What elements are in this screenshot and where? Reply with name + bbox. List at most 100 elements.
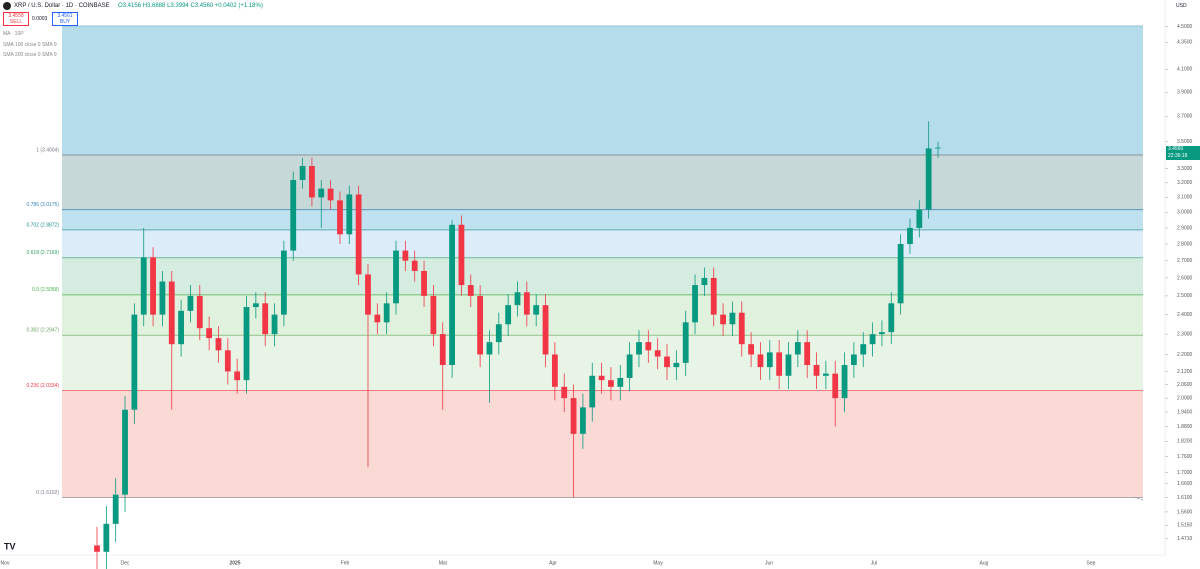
candle-body [271, 314, 278, 335]
y-tick-label: 1.9400 [1177, 409, 1193, 415]
candle-body [383, 303, 390, 323]
y-tick-label: 1.6600 [1177, 481, 1193, 487]
candle-body [355, 194, 362, 275]
candle-body [589, 375, 596, 408]
fib-zone [62, 257, 1143, 295]
time-label: Aug [980, 560, 989, 566]
y-tick-label: 3.1000 [1177, 195, 1193, 201]
candle-body [757, 354, 764, 368]
y-tick-label: 1.5150 [1177, 523, 1193, 529]
fib-zone [62, 294, 1143, 336]
sell-button[interactable]: 3.4558 SELL [3, 12, 29, 26]
candle-body [710, 277, 717, 315]
fib-label: 0.786 (3.0175) [26, 202, 59, 208]
y-tick-label: 3.7000 [1177, 114, 1193, 120]
candle-body [514, 292, 521, 306]
y-tick-label: 4.5000 [1177, 24, 1193, 30]
sell-price: 3.4558 [8, 13, 24, 19]
time-label: Dec [121, 560, 130, 566]
candle-body [365, 274, 371, 315]
indicator[interactable]: SMA 100 close 0 SMA 9 [3, 42, 57, 48]
candle-body [467, 285, 474, 296]
indicator[interactable]: MA · 10P [3, 31, 24, 37]
candle-body [664, 356, 670, 368]
fib-zone [62, 209, 1143, 230]
candle-body [561, 386, 568, 399]
candle-body [654, 350, 661, 357]
candle-body [935, 147, 941, 149]
candle-body [318, 188, 325, 198]
last-price: 3.4560 [1168, 146, 1184, 152]
symbol-icon [3, 2, 11, 10]
candle-body [168, 281, 175, 345]
y-tick-label: 2.7000 [1177, 258, 1193, 264]
candle-body [804, 342, 811, 366]
close: C3.4560 [190, 3, 214, 9]
ohlc: O3.4156 H3.6888 L3.3994 C3.4560 +0.0402 … [118, 3, 263, 9]
fib-label: 0.5 (2.5058) [32, 287, 59, 293]
candle-body [869, 334, 876, 345]
candle-body [458, 224, 465, 286]
y-tick-label: 2.0600 [1177, 382, 1193, 388]
y-tick-label: 1.4710 [1177, 536, 1193, 542]
buy-button[interactable]: 3.4561 BUY [52, 12, 78, 26]
last-price-label: 3.4560 22:36:18 [1166, 146, 1200, 160]
candle-body [103, 523, 110, 552]
y-tick-label: 1.8800 [1177, 424, 1193, 430]
time-label: Mar [439, 560, 448, 566]
candle-body [879, 332, 885, 335]
candle-body [888, 303, 895, 333]
fib-zone [62, 335, 1143, 391]
candle-body [299, 165, 306, 180]
fib-label: 0.382 (2.2947) [26, 327, 59, 333]
y-tick-label: 3.2000 [1177, 180, 1193, 186]
candle-body [907, 227, 913, 245]
indicator[interactable]: SMA 200 close 0 SMA 9 [3, 52, 57, 58]
candle-body [150, 257, 156, 315]
candle-body [196, 295, 203, 329]
y-tick-label: 2.1200 [1177, 369, 1193, 375]
candle-body [682, 322, 689, 363]
candle-body [841, 365, 848, 399]
y-tick-label: 1.7000 [1177, 470, 1193, 476]
candle-body [178, 310, 184, 345]
y-tick-label: 2.6000 [1177, 275, 1193, 281]
candle-body [776, 352, 783, 376]
y-tick-label: 2.9000 [1177, 225, 1193, 231]
candle-body [701, 277, 708, 286]
candle-body [430, 295, 437, 335]
y-tick-label: 2.8000 [1177, 241, 1193, 247]
candle-body [860, 344, 867, 355]
candle-body [309, 165, 315, 198]
change: +0.0402 (+1.18%) [214, 3, 263, 9]
high: H3.6888 [142, 3, 166, 9]
time-label: Feb [341, 560, 350, 566]
y-tick-label: 1.7600 [1177, 454, 1193, 460]
y-tick-label: 3.9000 [1177, 90, 1193, 96]
candle-body [131, 314, 138, 410]
fib-label: 1 (3.4004) [36, 147, 59, 153]
sell-label: SELL [9, 19, 23, 25]
candle-body [692, 285, 698, 323]
time-label: 2025 [229, 560, 240, 566]
y-tick-label: 4.1000 [1177, 67, 1193, 73]
candle-body [393, 250, 399, 304]
candle-body [252, 303, 259, 308]
candle-body [187, 295, 194, 311]
buy-label: BUY [59, 19, 71, 25]
candle-body [495, 324, 502, 343]
candle-body [243, 307, 250, 381]
candle-body [673, 362, 680, 368]
candle-body [402, 250, 409, 261]
y-tick-label: 2.4000 [1177, 312, 1193, 318]
fib-zone [62, 390, 1143, 498]
candle-body [477, 295, 484, 355]
tv-logo: TV [4, 541, 16, 551]
candle-body [916, 209, 923, 228]
candle-body [346, 194, 353, 235]
candle-body [925, 148, 932, 210]
candle-body [720, 314, 726, 325]
candle-body [897, 244, 904, 304]
candle-body [122, 409, 128, 495]
